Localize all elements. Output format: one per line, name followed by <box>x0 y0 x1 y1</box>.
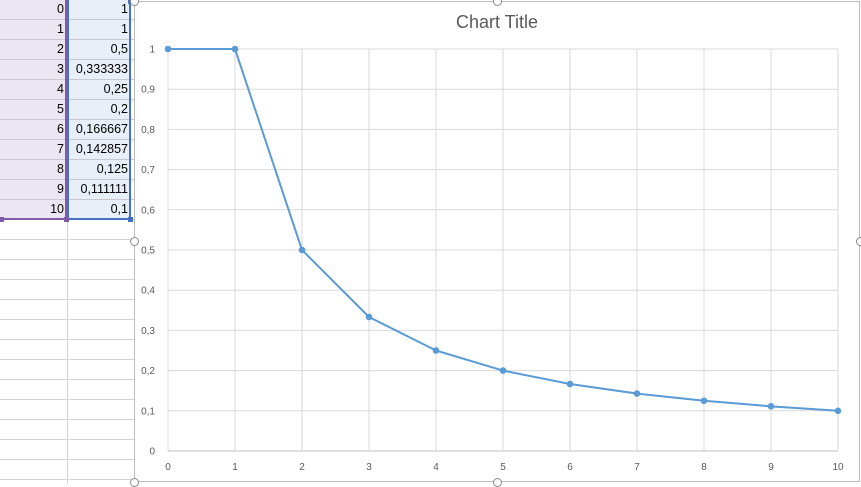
y-tick-label: 0,2 <box>141 366 155 377</box>
data-point[interactable] <box>299 247 306 254</box>
y-tick-label: 0 <box>149 447 155 458</box>
x-tick-label: 9 <box>768 462 774 473</box>
y-tick-label: 0,5 <box>141 246 155 257</box>
data-point[interactable] <box>366 314 373 321</box>
handle-bottom-middle[interactable] <box>493 478 502 487</box>
y-tick-label: 0,3 <box>141 326 155 337</box>
fill-handle-left-col-a <box>0 217 4 222</box>
y-tick-label: 1 <box>149 45 155 56</box>
x-tick-label: 4 <box>433 462 439 473</box>
x-tick-label: 0 <box>165 462 171 473</box>
x-tick-label: 10 <box>832 462 844 473</box>
data-point[interactable] <box>567 381 574 388</box>
handle-middle-right[interactable] <box>856 237 861 246</box>
selection-border-col-b <box>67 0 131 220</box>
data-point[interactable] <box>232 46 239 53</box>
data-point[interactable] <box>165 46 172 53</box>
handle-top-left[interactable] <box>130 0 139 6</box>
data-point[interactable] <box>634 390 641 397</box>
x-tick-label: 8 <box>701 462 707 473</box>
handle-top-middle[interactable] <box>493 0 502 6</box>
x-tick-label: 3 <box>366 462 372 473</box>
selection-border-col-a <box>0 0 67 220</box>
data-point[interactable] <box>768 403 775 410</box>
fill-handle-col-b <box>128 217 133 222</box>
x-tick-label: 2 <box>299 462 305 473</box>
x-tick-label: 7 <box>634 462 640 473</box>
x-tick-label: 5 <box>500 462 506 473</box>
data-point[interactable] <box>835 408 842 415</box>
data-point[interactable] <box>433 347 440 354</box>
y-tick-label: 0,7 <box>141 165 155 176</box>
y-tick-label: 0,6 <box>141 205 155 216</box>
y-tick-label: 0,9 <box>141 85 155 96</box>
handle-middle-left[interactable] <box>130 237 139 246</box>
handle-bottom-left[interactable] <box>130 478 139 487</box>
y-tick-label: 0,8 <box>141 125 155 136</box>
y-tick-label: 0,4 <box>141 286 155 297</box>
fill-handle-col-a <box>64 217 69 222</box>
x-tick-label: 1 <box>232 462 238 473</box>
y-tick-label: 0,1 <box>141 406 155 417</box>
data-point[interactable] <box>500 367 507 374</box>
x-tick-label: 6 <box>567 462 573 473</box>
data-point[interactable] <box>701 397 708 404</box>
